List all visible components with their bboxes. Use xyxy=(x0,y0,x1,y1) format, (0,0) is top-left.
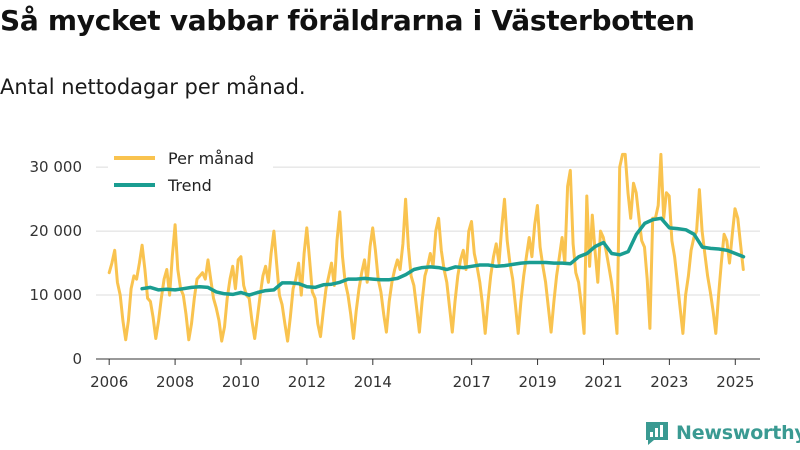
chart-title: Så mycket vabbar föräldrarna i Västerbot… xyxy=(0,4,695,37)
x-tick-label: 2014 xyxy=(354,373,392,391)
newsworthy-logo-text: Newsworthy xyxy=(676,422,800,444)
legend-background xyxy=(108,146,273,200)
chart-subtitle: Antal nettodagar per månad. xyxy=(0,75,306,99)
x-tick-label: 2023 xyxy=(650,373,688,391)
x-tick-label: 2010 xyxy=(222,373,260,391)
x-tick-label: 2021 xyxy=(584,373,622,391)
x-tick-label: 2019 xyxy=(518,373,556,391)
x-tick-label: 2017 xyxy=(453,373,491,391)
x-tick-label: 2006 xyxy=(90,373,128,391)
x-tick-label: 2012 xyxy=(288,373,326,391)
newsworthy-logo-icon xyxy=(646,422,668,445)
x-tick-label: 2008 xyxy=(156,373,194,391)
y-tick-label: 20 000 xyxy=(30,222,83,240)
newsworthy-logo: Newsworthy xyxy=(644,420,800,446)
series-line-trend xyxy=(140,216,746,297)
y-tick-label: 30 000 xyxy=(30,158,83,176)
x-tick-label: 2025 xyxy=(716,373,754,391)
series-line-per-manad xyxy=(107,152,745,343)
y-tick-label: 0 xyxy=(72,350,82,368)
legend: Per månad Trend xyxy=(108,146,273,200)
legend-label: Trend xyxy=(167,176,212,195)
y-tick-label: 10 000 xyxy=(30,286,83,304)
series-layer xyxy=(107,152,746,343)
x-axis: 2006 2008 2010 2012 2014 2017 2019 2021 2023 2025 xyxy=(90,358,760,391)
y-axis: 0 10 000 20 000 30 000 xyxy=(30,158,83,368)
legend-label: Per månad xyxy=(168,149,254,168)
